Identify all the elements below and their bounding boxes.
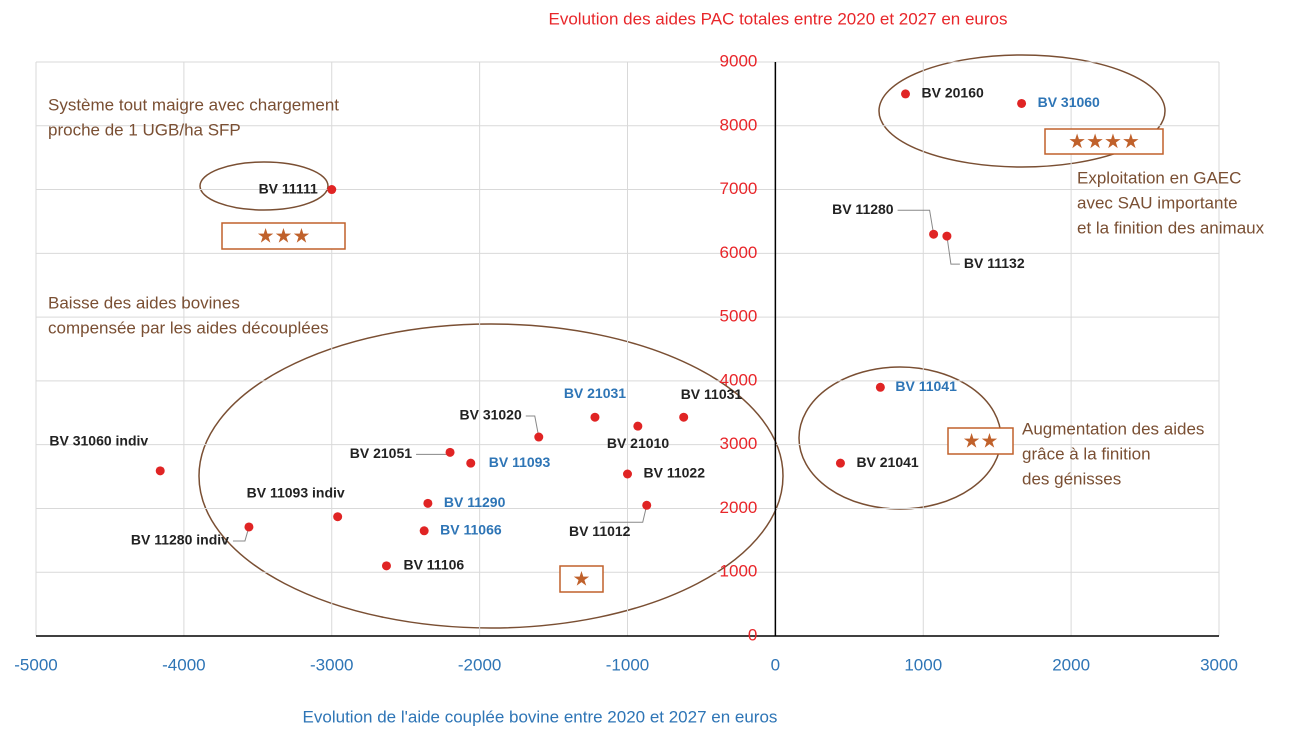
leader-line [599,505,648,523]
point-label: BV 11066 [440,521,502,537]
point [875,382,885,392]
star-rating: ★★ [963,429,999,453]
point [642,500,652,510]
annotation: Exploitation en GAEC [1077,168,1241,187]
ellipses [198,54,1166,629]
x-tick-label: -5000 [14,655,57,674]
x-tick-label: 2000 [1052,655,1090,674]
star-rating: ★★★★ [1068,129,1140,153]
point [679,412,689,422]
annotation: Système tout maigre avec chargement [48,95,339,114]
point-label: BV 21051 [350,445,412,461]
point-label: BV 31020 [459,407,521,423]
x-tick-label: -2000 [458,655,501,674]
point [623,469,632,479]
point-label: BV 11022 [644,465,706,481]
point [419,526,429,536]
point-label: BV 11012 [569,523,631,539]
point-label: BV 11093 indiv [247,484,345,500]
group-ellipse [198,323,784,629]
point [835,458,845,468]
annotation: et la finition des animaux [1077,218,1265,237]
chart-title: Evolution des aides PAC totales entre 20… [549,9,1008,28]
x-axis-label: Evolution de l'aide couplée bovine entre… [303,707,778,726]
star-rating: ★ [573,567,591,591]
leader-line [232,526,250,542]
point [929,229,939,239]
group-ellipse [199,161,329,211]
x-tick-label: -3000 [310,655,353,674]
y-tick-label: 4000 [720,370,758,389]
annotation: des génisses [1022,469,1121,488]
point-label: BV 11041 [895,378,957,394]
y-tick-label: 5000 [720,307,758,326]
x-tick-label: 1000 [904,655,942,674]
point-label: BV 11280 indiv [131,532,229,548]
point [901,89,911,99]
point [942,231,952,241]
point-label: BV 20160 [922,85,984,101]
annotation: avec SAU importante [1077,193,1238,212]
y-tick-label: 7000 [720,179,758,198]
leader-line [525,415,540,438]
point [327,185,337,195]
y-tick-label: 9000 [720,51,758,70]
x-tick-label: -1000 [606,655,649,674]
point [155,466,165,476]
point-label: BV 11111 [259,180,318,196]
point-label: BV 11290 [444,494,506,510]
y-tick-label: 0 [748,625,757,644]
point-label: BV 31060 indiv [49,433,148,449]
point [534,432,544,442]
point [466,458,476,468]
star-box [1044,128,1164,155]
star-box [221,222,346,250]
point-label: BV 21041 [856,454,918,470]
point [423,498,433,508]
star-box [947,427,1014,455]
annotation: Augmentation des aides [1022,419,1204,438]
group-ellipse [878,54,1166,168]
x-tick-label: 0 [771,655,780,674]
leader-line [897,209,935,235]
point [633,421,643,431]
star-rating: ★★★ [257,224,311,248]
point-label: BV 21031 [564,385,626,401]
point [590,412,600,422]
x-tick-label: 3000 [1200,655,1238,674]
star-box [559,565,604,593]
annotation: Baisse des aides bovines [48,293,240,312]
point [1017,98,1027,108]
point-label: BV 11132 [964,255,1025,271]
point-label: BV 31060 [1038,94,1100,110]
y-tick-label: 3000 [720,434,758,453]
x-tick-label: -4000 [162,655,205,674]
point [381,561,391,571]
y-tick-label: 6000 [720,243,758,262]
point-label: BV 21010 [607,435,669,451]
point-label: BV 11106 [403,557,464,573]
y-tick-label: 8000 [720,115,758,134]
point-label: BV 11280 [832,201,894,217]
annotation: grâce à la finition [1022,444,1151,463]
point [244,522,254,532]
point [333,512,343,522]
leader-line [946,236,960,265]
annotation: compensée par les aides découplées [48,318,329,337]
point [445,447,455,457]
leader-line [416,451,451,455]
y-tick-label: 1000 [720,562,758,581]
annotation: proche de 1 UGB/ha SFP [48,120,241,139]
point-label: BV 11093 [489,454,551,470]
y-tick-label: 2000 [720,498,758,517]
point-label: BV 11031 [681,386,743,402]
